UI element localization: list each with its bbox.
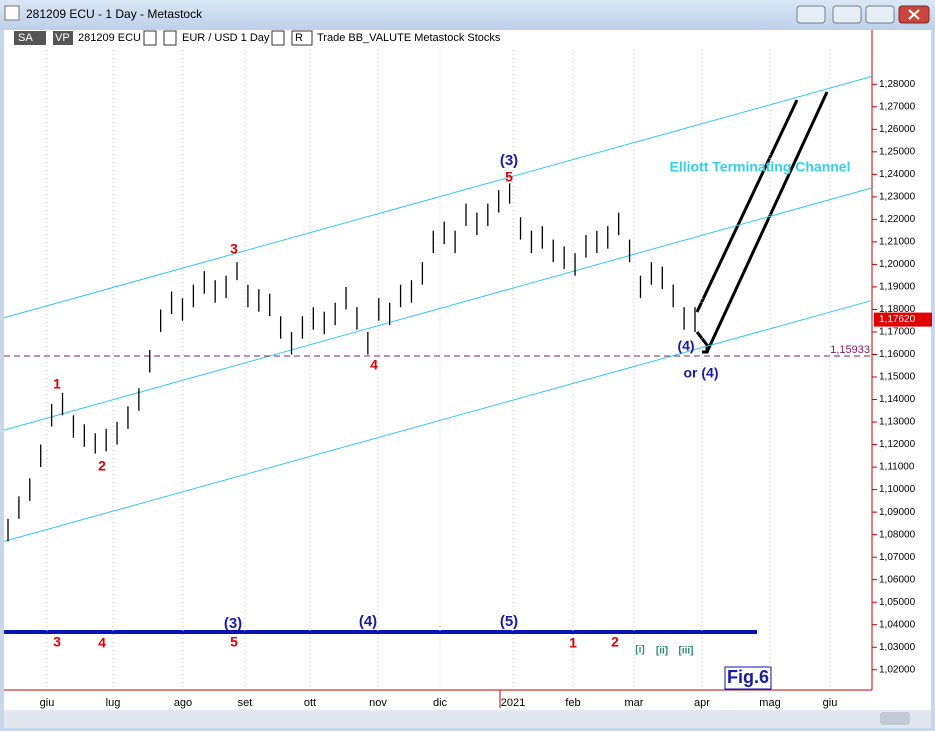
wave-label: 4 xyxy=(370,357,378,373)
wave-label: 1 xyxy=(569,635,577,651)
y-tick-label: 1,21000 xyxy=(879,237,916,248)
app-icon xyxy=(4,5,20,21)
support-label: 1,15933 xyxy=(830,344,870,356)
wave-label: Elliott Terminating Channel xyxy=(670,159,851,175)
y-tick-label: 1,17000 xyxy=(879,327,916,338)
y-tick-label: 1,18000 xyxy=(879,304,916,315)
symbol-dropdown[interactable] xyxy=(143,30,157,46)
window-title: 281209 ECU - 1 Day - Metastock xyxy=(26,7,203,21)
sa-label: SA xyxy=(18,32,33,44)
pair-dropdown[interactable] xyxy=(163,30,177,46)
wave-label: [iii] xyxy=(679,646,694,657)
y-tick-label: 1,23000 xyxy=(879,192,916,203)
minimize-button[interactable] xyxy=(832,5,862,24)
month-label: ago xyxy=(174,697,192,709)
pair-label: EUR / USD 1 Day xyxy=(182,32,270,44)
y-tick-label: 1,15000 xyxy=(879,372,916,383)
wave-label: or (4) xyxy=(684,365,719,381)
channel-line xyxy=(3,299,873,542)
month-label: ott xyxy=(304,697,316,709)
wave-label: (5) xyxy=(500,613,518,630)
channel-line xyxy=(3,187,873,431)
wave-label: (4) xyxy=(359,613,377,630)
month-label: giu xyxy=(40,697,55,709)
fig-box xyxy=(724,666,772,690)
wave-label: 3 xyxy=(230,241,238,257)
wave-label: 5 xyxy=(230,634,238,650)
y-tick-label: 1,28000 xyxy=(879,79,916,90)
symbol-label: 281209 ECU xyxy=(78,32,141,44)
last-price-box xyxy=(874,312,932,327)
y-tick-label: 1,02000 xyxy=(879,664,916,675)
y-tick-label: 1,12000 xyxy=(879,439,916,450)
month-label: dic xyxy=(433,697,448,709)
wave-label: (3) xyxy=(224,615,242,632)
y-tick-label: 1,06000 xyxy=(879,574,916,585)
y-tick-label: 1,24000 xyxy=(879,169,916,180)
month-label: feb xyxy=(565,697,580,709)
y-tick-label: 1,19000 xyxy=(879,282,916,293)
y-tick-label: 1,16000 xyxy=(879,349,916,360)
y-tick-label: 1,04000 xyxy=(879,619,916,630)
month-label: mag xyxy=(759,697,780,709)
wave-label: 4 xyxy=(98,635,106,651)
restore-button[interactable] xyxy=(796,5,826,24)
y-tick-label: 1,11000 xyxy=(879,462,915,473)
wave-label: 3 xyxy=(53,634,61,650)
y-tick-label: 1,25000 xyxy=(879,146,916,157)
scrollbar[interactable] xyxy=(4,710,931,728)
wave-label: Fig.6 xyxy=(727,667,769,687)
chart-panel xyxy=(4,30,931,710)
r-label: R xyxy=(295,32,303,44)
projection-arrows xyxy=(695,91,829,354)
wave-label: [ii] xyxy=(656,646,668,657)
y-tick-label: 1,13000 xyxy=(879,417,916,428)
last-price-label: 1,17620 xyxy=(879,314,916,325)
month-label: set xyxy=(238,697,253,709)
y-tick-label: 1,09000 xyxy=(879,507,916,518)
sa-button[interactable] xyxy=(14,31,46,45)
title-bar xyxy=(0,0,935,30)
wave-label: 2 xyxy=(611,634,619,650)
close-icon xyxy=(908,9,920,20)
maximize-button[interactable] xyxy=(865,5,895,24)
y-tick-label: 1,26000 xyxy=(879,124,916,135)
y-tick-label: 1,05000 xyxy=(879,597,916,608)
month-label: lug xyxy=(106,697,121,709)
period-dropdown[interactable] xyxy=(271,30,285,46)
month-label: giu xyxy=(823,697,838,709)
month-label: mar xyxy=(625,697,644,709)
vp-label: VP xyxy=(55,32,70,44)
month-label: nov xyxy=(369,697,387,709)
month-label: apr xyxy=(694,697,710,709)
y-tick-label: 1,27000 xyxy=(879,101,916,112)
r-button[interactable] xyxy=(291,30,313,46)
y-tick-label: 1,10000 xyxy=(879,484,916,495)
scroll-thumb[interactable] xyxy=(880,712,910,725)
y-tick-label: 1,08000 xyxy=(879,529,916,540)
y-tick-label: 1,14000 xyxy=(879,394,916,405)
wave-label: 1 xyxy=(53,376,61,392)
channel-line xyxy=(3,75,873,319)
wave-label: 2 xyxy=(98,458,106,474)
y-tick-label: 1,20000 xyxy=(879,259,916,270)
vp-button[interactable] xyxy=(53,31,73,45)
info-label: Trade BB_VALUTE Metastock Stocks xyxy=(317,32,501,44)
wave-label: (3) xyxy=(500,152,518,169)
y-tick-label: 1,22000 xyxy=(879,214,916,225)
wave-label: (4) xyxy=(677,338,694,354)
month-label: 2021 xyxy=(501,697,525,709)
wave-label: 5 xyxy=(505,169,513,185)
y-tick-label: 1,07000 xyxy=(879,552,916,563)
y-tick-label: 1,03000 xyxy=(879,642,916,653)
wave-label: [i] xyxy=(635,645,644,656)
